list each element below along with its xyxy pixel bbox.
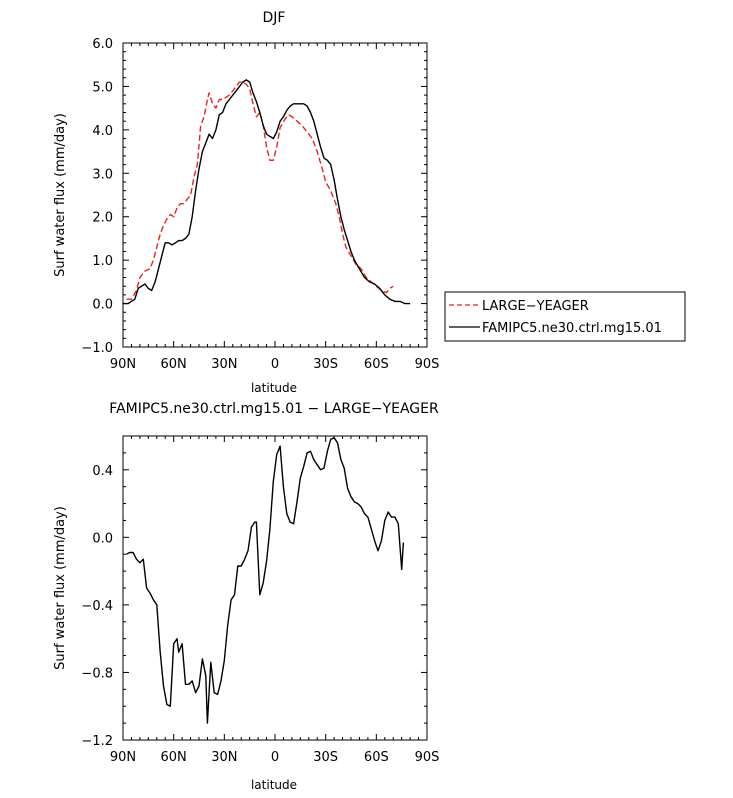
x-tick-label: 30N [211, 750, 237, 765]
series-line-difference [126, 437, 405, 724]
chart-title: FAMIPC5.ne30.ctrl.mg15.01 − LARGE−YEAGER [109, 401, 439, 417]
y-tick-label: 1.0 [92, 254, 113, 269]
x-axis-label: latitude [251, 381, 297, 395]
y-tick-label: 3.0 [92, 167, 113, 182]
y-tick-label: 0.0 [92, 298, 113, 313]
plot-frame [122, 42, 428, 348]
x-tick-label: 0 [271, 357, 279, 372]
x-axis-label: latitude [251, 778, 297, 792]
y-axis-label: Surf water flux (mm/day) [53, 113, 68, 277]
x-tick-label: 90S [415, 750, 440, 765]
y-tick-label: 5.0 [92, 80, 113, 95]
legend-label-famipc5: FAMIPC5.ne30.ctrl.mg15.01 [482, 321, 662, 336]
x-tick-label: 60S [364, 357, 389, 372]
chart-bottom: FAMIPC5.ne30.ctrl.mg15.01 − LARGE−YEAGER… [53, 401, 439, 792]
y-tick-label: 0.4 [92, 464, 113, 479]
y-tick-label: −1.2 [81, 734, 113, 749]
series-line-famipc5-ne30-ctrl-mg15-01 [123, 79, 411, 305]
x-tick-label: 90N [110, 357, 136, 372]
x-tick-label: 90N [110, 750, 136, 765]
x-tick-label: 30S [313, 357, 338, 372]
y-tick-label: −0.4 [81, 599, 113, 614]
x-tick-label: 30S [313, 750, 338, 765]
y-tick-label: −0.8 [81, 666, 113, 681]
y-tick-label: 6.0 [92, 37, 113, 52]
y-axis-label: Surf water flux (mm/day) [53, 506, 68, 670]
x-tick-label: 60N [161, 357, 187, 372]
y-tick-label: 4.0 [92, 124, 113, 139]
chart-title: DJF [263, 10, 286, 26]
y-tick-label: 0.0 [92, 531, 113, 546]
legend-label-large-yeager: LARGE−YEAGER [482, 299, 589, 314]
x-tick-label: 0 [271, 750, 279, 765]
series-line-large-yeager [126, 81, 394, 300]
x-tick-label: 60N [161, 750, 187, 765]
x-tick-label: 90S [415, 357, 440, 372]
chart-top: DJF 90N 60N 30N 0 30S 60S 90S −1.0 0.0 1.0 2.0 3.0 4… [53, 10, 686, 395]
plot-frame [122, 435, 428, 741]
x-tick-label: 60S [364, 750, 389, 765]
y-tick-label: 2.0 [92, 211, 113, 226]
legend: LARGE−YEAGER FAMIPC5.ne30.ctrl.mg15.01 [444, 291, 686, 342]
y-tick-label: −1.0 [81, 341, 113, 356]
x-tick-label: 30N [211, 357, 237, 372]
legend-box [444, 291, 686, 342]
